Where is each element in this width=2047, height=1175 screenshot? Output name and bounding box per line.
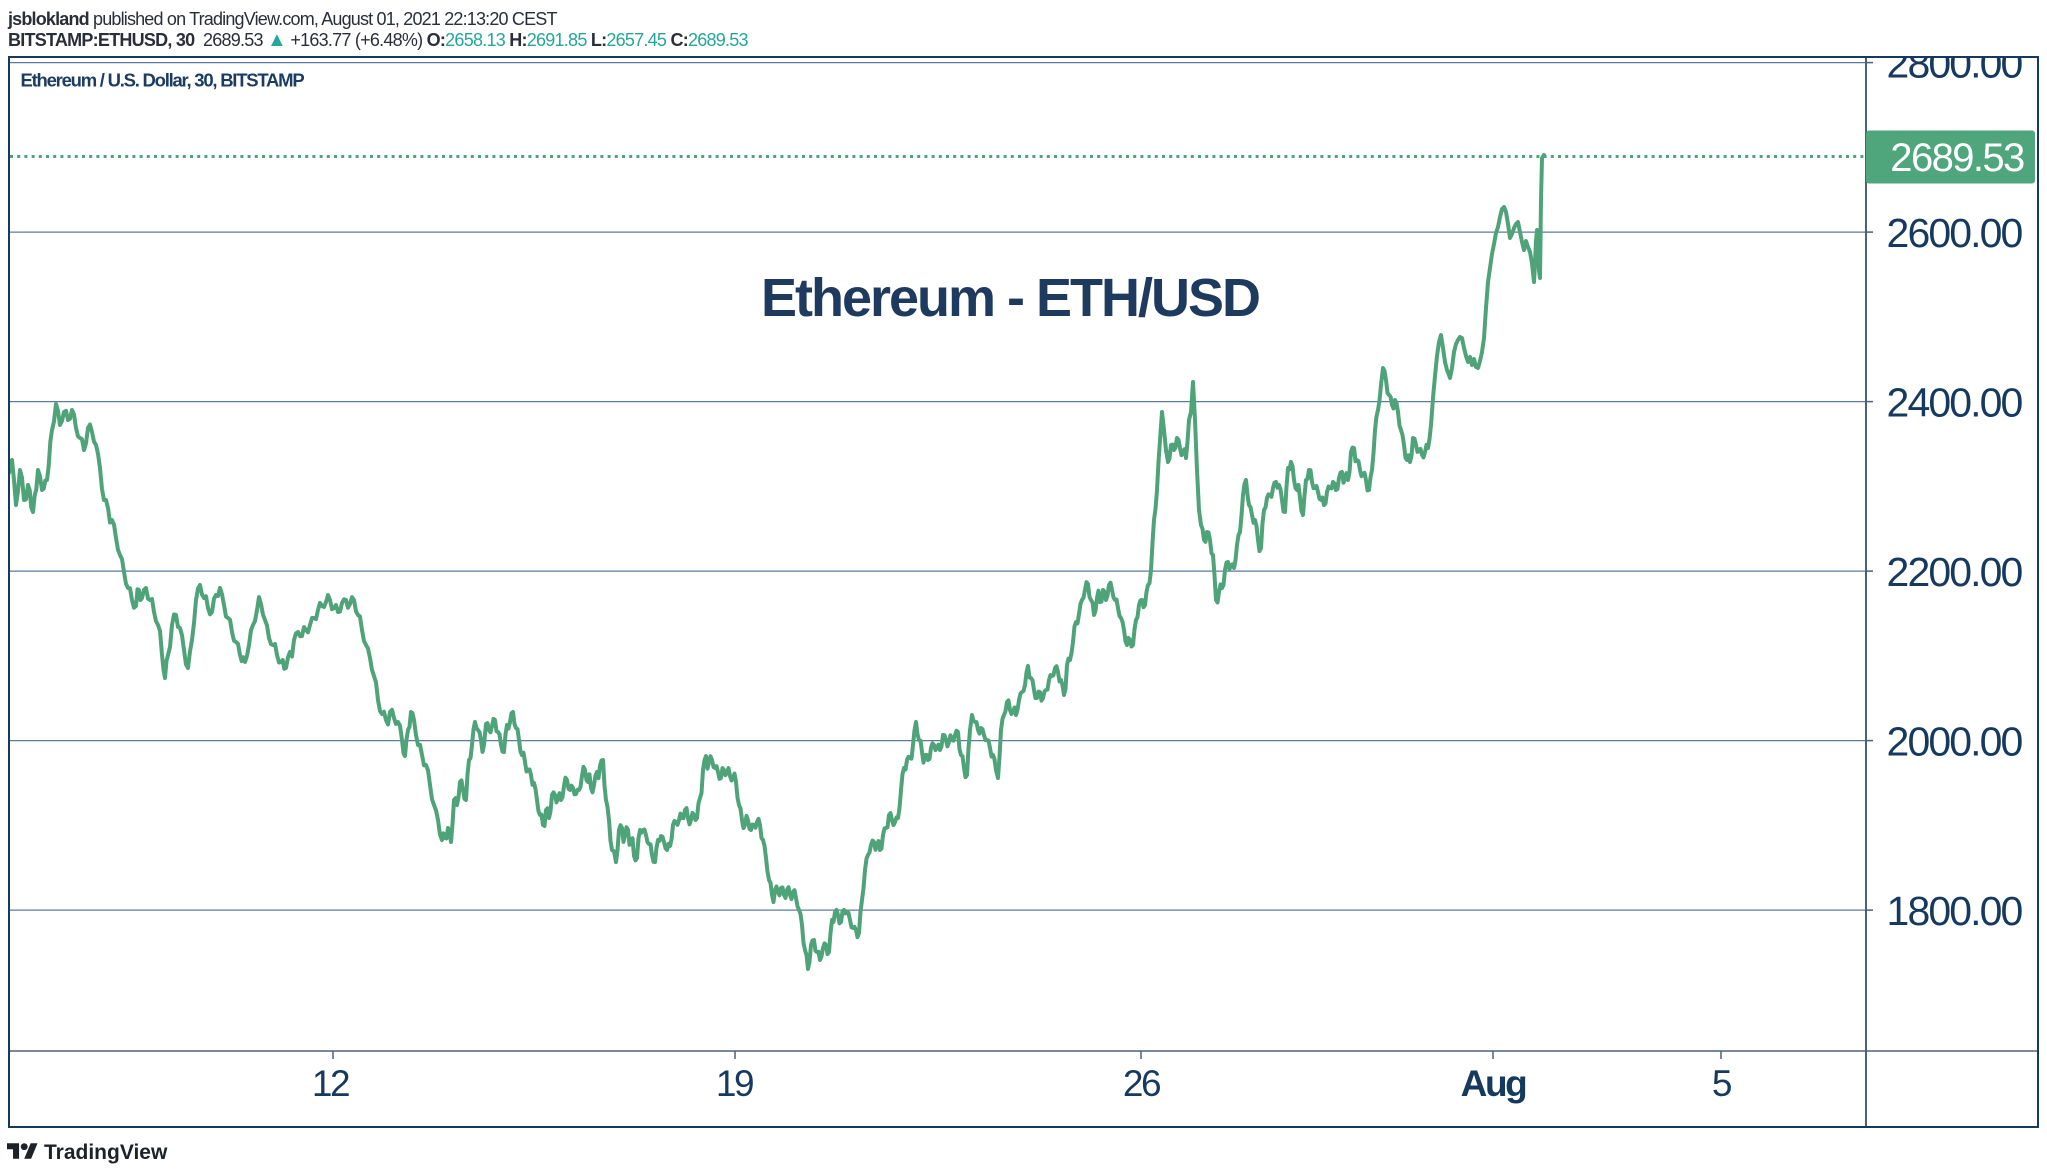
svg-text:26: 26 [1123, 1063, 1160, 1104]
svg-text:Ethereum - ETH/USD: Ethereum - ETH/USD [761, 268, 1259, 328]
svg-text:12: 12 [312, 1063, 349, 1104]
svg-text:5: 5 [1712, 1063, 1732, 1104]
svg-text:2200.00: 2200.00 [1887, 549, 2023, 595]
svg-text:2000.00: 2000.00 [1887, 718, 2023, 764]
svg-text:Ethereum / U.S. Dollar, 30, BI: Ethereum / U.S. Dollar, 30, BITSTAMP [21, 70, 305, 91]
svg-text:1800.00: 1800.00 [1887, 888, 2023, 934]
svg-text:2400.00: 2400.00 [1887, 379, 2023, 425]
svg-text:2689.53: 2689.53 [1890, 136, 2024, 180]
svg-text:2600.00: 2600.00 [1887, 210, 2023, 256]
svg-text:Aug: Aug [1461, 1063, 1527, 1104]
svg-text:2800.00: 2800.00 [1887, 56, 2023, 86]
svg-text:19: 19 [716, 1063, 753, 1104]
